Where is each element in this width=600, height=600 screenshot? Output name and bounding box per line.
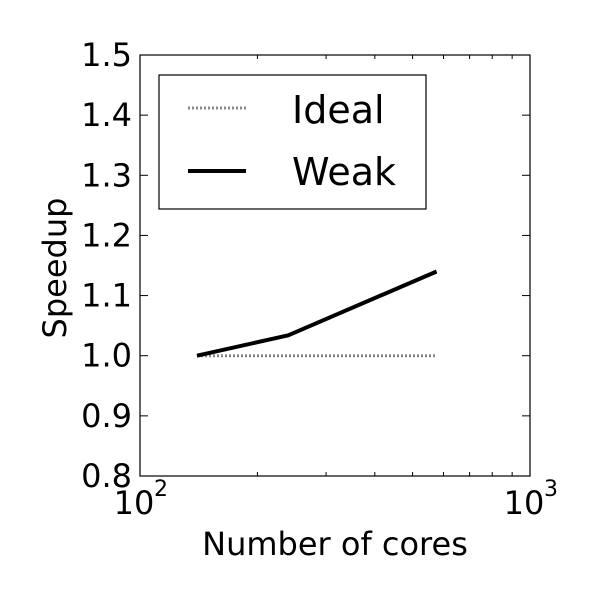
legend-label-weak: Weak — [292, 150, 396, 194]
x-tick-label-exponent: 2 — [154, 477, 168, 502]
y-tick-label: 1.2 — [81, 216, 132, 254]
y-tick-labels: 0.8 0.9 1.0 1.1 1.2 1.3 1.4 1.5 — [81, 36, 132, 495]
x-tick-label-base: 10 — [114, 484, 155, 522]
y-tick-label: 0.8 — [81, 457, 132, 495]
y-tick-label: 1.0 — [81, 337, 132, 375]
plot-frame — [139, 54, 531, 477]
y-tick-label: 1.4 — [81, 96, 132, 134]
x-tick-labels: 10 2 10 3 — [114, 477, 558, 522]
series-layer — [196, 269, 438, 358]
x-tick-label-exponent: 3 — [544, 477, 558, 502]
legend-box — [158, 74, 427, 210]
y-tick-label: 0.9 — [81, 397, 132, 435]
y-axis-label: Speedup — [36, 198, 74, 339]
x-tick-label: 10 2 — [114, 477, 168, 522]
x-tick-label: 10 3 — [504, 477, 558, 522]
y-tick-label: 1.5 — [81, 36, 132, 74]
series-line-weak — [196, 269, 438, 358]
legend-label-ideal: Ideal — [292, 88, 385, 132]
legend: Ideal Weak — [158, 74, 427, 210]
x-tick-label-base: 10 — [504, 484, 545, 522]
y-tick-label: 1.1 — [81, 277, 132, 315]
x-axis-label: Number of cores — [202, 525, 468, 563]
y-tick-label: 1.3 — [81, 156, 132, 194]
